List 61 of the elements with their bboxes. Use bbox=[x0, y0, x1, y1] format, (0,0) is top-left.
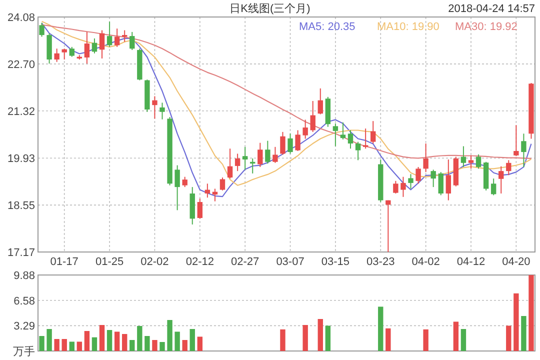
bar bbox=[528, 275, 534, 351]
y-tick-label: 3.29 bbox=[14, 320, 35, 333]
bar bbox=[92, 337, 98, 351]
text: MA30: 19.92 bbox=[455, 21, 518, 33]
x-tick-label: 04-20 bbox=[502, 256, 530, 268]
x-tick-label: 04-12 bbox=[456, 256, 486, 268]
x-tick-label: 03-15 bbox=[321, 256, 350, 268]
bar bbox=[386, 328, 391, 351]
bar bbox=[152, 340, 158, 351]
x-tick-label: 03-07 bbox=[276, 256, 304, 268]
y-tick-label: 万手 bbox=[13, 345, 35, 358]
y-tick-label: 19.93 bbox=[7, 153, 35, 166]
bar bbox=[280, 329, 286, 351]
y-tick-label: 6.58 bbox=[14, 295, 35, 308]
bar bbox=[84, 331, 90, 351]
bar bbox=[182, 340, 188, 351]
bar bbox=[423, 329, 428, 351]
x-tick-label: 01-17 bbox=[50, 256, 78, 268]
bar bbox=[521, 316, 526, 351]
bar bbox=[144, 336, 150, 351]
bar bbox=[130, 340, 135, 351]
y-tick-label: 24.08 bbox=[7, 12, 35, 24]
bar bbox=[39, 336, 44, 351]
x-tick-label: 03-23 bbox=[366, 256, 395, 268]
bar bbox=[167, 320, 172, 351]
bar bbox=[46, 329, 52, 351]
text: MA5: 20.35 bbox=[299, 21, 356, 33]
bar bbox=[69, 342, 74, 351]
bar bbox=[160, 342, 165, 351]
bar bbox=[54, 339, 60, 351]
y-tick-label: 21.32 bbox=[7, 106, 35, 118]
bar bbox=[378, 306, 384, 351]
chart-title: 日K线图(三个月) bbox=[230, 2, 310, 15]
x-tick-label: 02-12 bbox=[186, 256, 214, 268]
x-tick-label: 02-27 bbox=[231, 256, 260, 268]
x-tick-label: 04-02 bbox=[412, 256, 440, 268]
bar bbox=[460, 329, 466, 351]
y-tick-label: 9.88 bbox=[14, 270, 35, 282]
bar bbox=[114, 332, 120, 351]
bar bbox=[302, 325, 308, 351]
y-tick-label: 22.70 bbox=[7, 58, 35, 71]
x-tick-label: 02-02 bbox=[140, 256, 169, 268]
bar bbox=[514, 293, 519, 351]
bar bbox=[453, 322, 459, 351]
bar bbox=[174, 332, 180, 351]
bar bbox=[122, 334, 128, 351]
bar bbox=[318, 319, 323, 351]
bar bbox=[506, 326, 512, 351]
bar bbox=[106, 330, 112, 351]
text: MA10: 19.90 bbox=[377, 21, 440, 33]
bar bbox=[137, 326, 142, 351]
bar bbox=[197, 336, 202, 351]
bar bbox=[76, 342, 82, 351]
bar bbox=[325, 326, 331, 351]
y-tick-label: 18.55 bbox=[7, 200, 35, 212]
bar bbox=[190, 329, 195, 351]
text: 2018-04-24 14:57 bbox=[448, 3, 535, 15]
x-tick-label: 01-25 bbox=[95, 256, 124, 268]
y-tick-label: 17.17 bbox=[7, 247, 35, 259]
bar bbox=[99, 325, 105, 351]
bar bbox=[62, 339, 67, 351]
